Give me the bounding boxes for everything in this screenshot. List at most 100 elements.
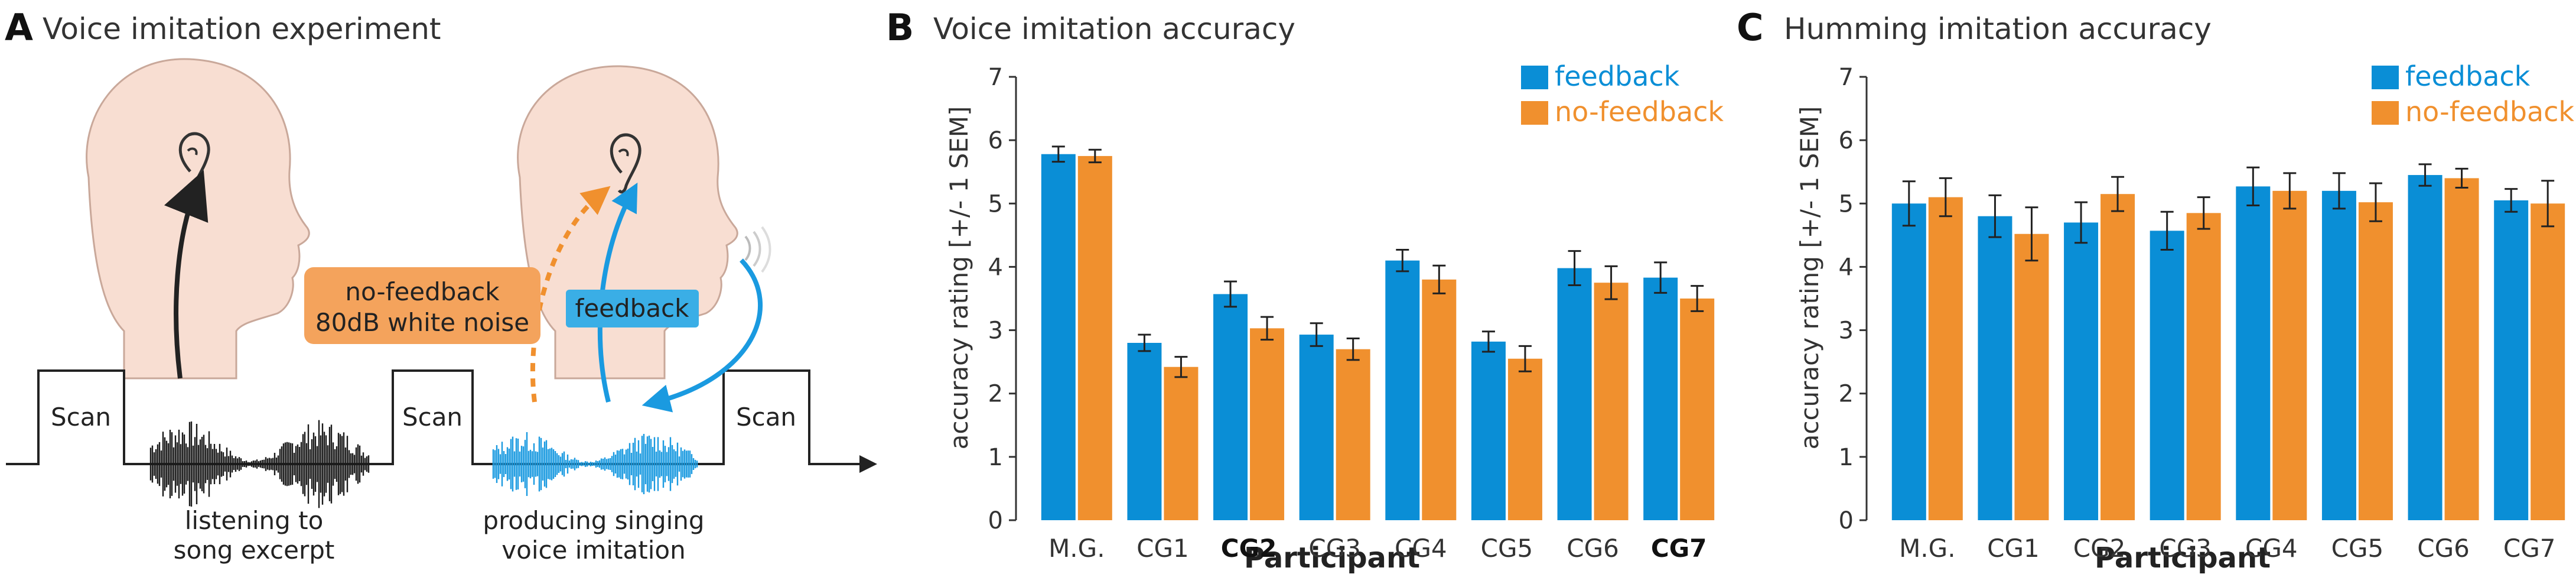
bar-feedback-cg1 [1978, 216, 2012, 520]
error-bar [2455, 167, 2468, 189]
x-tick-label: CG3 [2159, 534, 2212, 563]
bar-no-feedback-cg2 [2100, 194, 2135, 520]
error-bar [2505, 188, 2518, 213]
bar-feedback-cg3 [2150, 231, 2184, 520]
legend-swatch-feedback [2372, 66, 2399, 89]
bar-feedback-cg5 [2321, 190, 2356, 520]
x-tick-label: CG4 [2245, 534, 2298, 563]
chart-c-plot-area: 0 1 2 3 4 5 6 7 M.G. CG1 CG2 CG3 CG4 CG5 CG6 CG7 feedbac… [1839, 60, 2575, 563]
error-bar [1346, 338, 1360, 361]
producing-waveform-icon [492, 432, 698, 497]
legend-swatch-feedback [1521, 66, 1548, 89]
y-tick-label: 5 [988, 190, 1003, 218]
panel-c-letter: C [1737, 6, 1764, 49]
x-tick-label: CG1 [1136, 534, 1189, 563]
bar-feedback-cg2 [2064, 222, 2099, 520]
bar-no-feedback-cg3 [1336, 349, 1370, 520]
x-tick-label: CG2 [1221, 534, 1277, 563]
no-feedback-box [304, 267, 540, 344]
panel-a-experiment-schematic: A Voice imitation experiment Scan Scan S… [0, 0, 880, 587]
error-bar [2197, 196, 2210, 230]
head-listening-icon [86, 58, 310, 380]
chart-b-xlabel: Participant [1244, 541, 1420, 575]
y-tick-label: 0 [1839, 507, 1854, 534]
y-tick-label: 6 [988, 127, 1003, 154]
y-tick-label: 7 [1839, 64, 1854, 91]
bar-feedback-cg1 [1127, 343, 1162, 520]
legend-label-no-feedback: no-feedback [1555, 96, 1724, 128]
error-bar [1261, 316, 1274, 341]
error-bar [1939, 177, 1952, 218]
legend-label-feedback: feedback [1555, 60, 1680, 92]
no-feedback-box-line1: no-feedback [345, 277, 500, 306]
y-tick-label: 2 [988, 381, 1003, 408]
bar-feedback-cg4 [2236, 186, 2271, 520]
error-bar [1224, 280, 1237, 308]
bar-no-feedback-cg7 [2531, 203, 2565, 520]
x-tick-label: CG6 [1567, 534, 1619, 563]
bar-feedback-cg5 [1471, 341, 1506, 520]
error-bar [2541, 180, 2555, 228]
chart-b-title: Voice imitation accuracy [933, 12, 1295, 46]
y-tick-label: 4 [988, 254, 1003, 281]
y-tick-label: 2 [1839, 381, 1854, 408]
producing-caption-line2: voice imitation [501, 536, 685, 565]
y-tick-label: 1 [988, 444, 1003, 471]
chart-b-ylabel: accuracy rating [+/- 1 SEM] [945, 106, 973, 450]
humming-chart-svg: C Humming imitation accuracy accuracy ra… [1737, 6, 2575, 575]
x-tick-label: CG4 [1395, 534, 1447, 563]
error-bar [1432, 264, 1446, 294]
bar-feedback-cg6 [1557, 268, 1592, 520]
error-bar [1088, 148, 1102, 164]
bar-no-feedback-mg [1928, 197, 1963, 521]
scan-label-3: Scan [736, 403, 796, 432]
feedback-box-label: feedback [575, 294, 690, 323]
error-bar [2025, 206, 2038, 262]
producing-caption-line1: producing singing [483, 506, 704, 535]
y-tick-label: 7 [988, 64, 1003, 91]
error-bar [2418, 163, 2432, 187]
x-tick-label: CG3 [1308, 534, 1361, 563]
y-tick-label: 5 [1839, 190, 1854, 218]
error-bar [2246, 166, 2260, 206]
x-tick-label: CG7 [2503, 534, 2556, 563]
legend-label-feedback: feedback [2405, 60, 2531, 92]
panel-a-letter: A [5, 6, 33, 49]
timeline-line [6, 369, 859, 465]
y-tick-label: 6 [1839, 127, 1854, 154]
legend-label-no-feedback: no-feedback [2405, 96, 2574, 128]
error-bar [2160, 210, 2174, 251]
schematic-svg: A Voice imitation experiment Scan Scan S… [5, 6, 877, 565]
timeline-arrowhead-icon [859, 455, 877, 473]
listening-arrow-icon [164, 170, 209, 379]
error-bar [1051, 145, 1065, 163]
x-tick-label: CG5 [2331, 534, 2384, 563]
feedback-arrow-return-icon [641, 258, 763, 413]
bar-feedback-cg7 [2494, 200, 2529, 520]
x-tick-label: CG1 [1987, 534, 2040, 563]
scan-label-2: Scan [402, 403, 463, 432]
bar-no-feedback-cg6 [1594, 283, 1629, 520]
bar-no-feedback-mg [1077, 155, 1112, 520]
bar-no-feedback-cg7 [1680, 299, 1715, 520]
bar-feedback-mg [1041, 154, 1076, 520]
error-bar [1174, 356, 1188, 378]
chart-c-ylabel: accuracy rating [+/- 1 SEM] [1795, 106, 1824, 450]
y-tick-label: 4 [1839, 254, 1854, 281]
bar-feedback-cg7 [1643, 277, 1678, 520]
x-tick-label: M.G. [1899, 534, 1955, 563]
bar-no-feedback-cg1 [2014, 233, 2049, 520]
x-tick-label: CG5 [1481, 534, 1533, 563]
panel-a-title: Voice imitation experiment [43, 12, 441, 46]
error-bar [1654, 261, 1668, 294]
feedback-box [566, 290, 699, 327]
bar-no-feedback-cg1 [1164, 367, 1199, 520]
listening-waveform-icon [149, 420, 370, 508]
bar-feedback-cg6 [2408, 175, 2443, 521]
bar-no-feedback-cg3 [2186, 213, 2221, 520]
error-bar [1138, 333, 1151, 352]
error-bar [2111, 176, 2125, 212]
listening-caption-line2: song excerpt [174, 536, 335, 565]
voice-chart-svg: B Voice imitation accuracy accuracy rati… [886, 6, 1724, 575]
bar-no-feedback-cg2 [1250, 328, 1285, 520]
